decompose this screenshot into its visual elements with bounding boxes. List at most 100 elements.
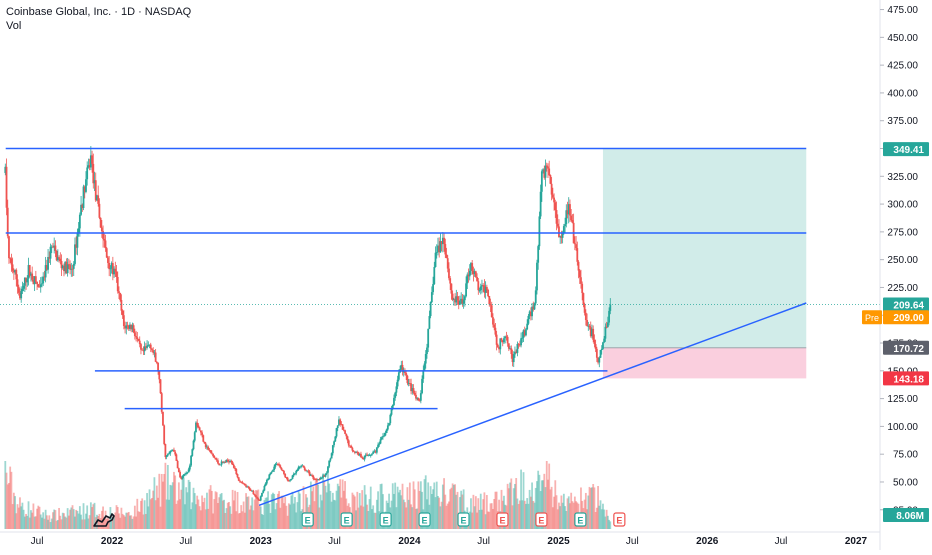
candle-body-366 bbox=[451, 293, 454, 300]
candle-body-334 bbox=[412, 388, 415, 393]
candle-body-476 bbox=[586, 320, 588, 326]
candle-body-304 bbox=[375, 447, 378, 453]
volume-bar-4 bbox=[9, 466, 12, 529]
candle-body-324 bbox=[400, 364, 403, 370]
candle-body-113 bbox=[142, 350, 145, 352]
volume-bar-115 bbox=[144, 513, 147, 529]
volume-bar-442 bbox=[544, 487, 547, 529]
candle-body-452 bbox=[556, 223, 559, 227]
volume-bar-432 bbox=[532, 500, 535, 529]
candle-body-303 bbox=[374, 451, 377, 453]
time-tick-label-7: 2025 bbox=[547, 536, 570, 547]
candle-body-145 bbox=[181, 476, 184, 479]
volume-bar-443 bbox=[545, 461, 548, 529]
candle-body-9 bbox=[15, 269, 18, 280]
candle-body-193 bbox=[240, 481, 243, 483]
volume-bar-82 bbox=[104, 510, 107, 529]
volume-bar-157 bbox=[196, 495, 199, 529]
price-tick-label-4: 375.00 bbox=[887, 116, 918, 127]
candle-body-182 bbox=[226, 459, 229, 462]
price-tick-label-17: 50.00 bbox=[893, 477, 918, 488]
candle-body-301 bbox=[372, 451, 375, 454]
volume-bar-294 bbox=[363, 485, 366, 529]
candle-body-391 bbox=[482, 285, 485, 286]
volume-bar-369 bbox=[455, 494, 458, 529]
volume-bar-430 bbox=[529, 496, 532, 529]
earnings-marker-6 bbox=[535, 512, 548, 527]
earnings-marker-label-1: E bbox=[344, 516, 350, 526]
volume-bar-160 bbox=[199, 510, 202, 529]
volume-bar-398 bbox=[490, 503, 493, 529]
candle-body-402 bbox=[495, 334, 498, 345]
volume-bar-116 bbox=[146, 493, 148, 529]
volume-bar-422 bbox=[520, 469, 522, 529]
candle-body-132 bbox=[165, 455, 168, 458]
candle-body-280 bbox=[346, 436, 349, 441]
candle-body-257 bbox=[318, 479, 321, 481]
volume-bar-413 bbox=[509, 482, 511, 529]
volume-bar-490 bbox=[603, 509, 606, 529]
candle-body-484 bbox=[595, 348, 598, 358]
candle-body-326 bbox=[402, 371, 405, 373]
volume-bar-127 bbox=[159, 506, 162, 529]
candle-body-311 bbox=[384, 432, 387, 436]
candle-body-49 bbox=[64, 261, 67, 272]
volume-bar-364 bbox=[449, 489, 452, 529]
volume-bar-138 bbox=[173, 471, 175, 529]
volume-bar-343 bbox=[423, 479, 426, 529]
volume-bar-389 bbox=[479, 493, 482, 529]
volume-bar-380 bbox=[468, 511, 471, 529]
volume-bar-55 bbox=[71, 505, 74, 529]
price-tick-label-16: 75.00 bbox=[893, 450, 918, 461]
volume-bar-113 bbox=[142, 514, 145, 529]
volume-bar-463 bbox=[570, 492, 573, 529]
candle-body-144 bbox=[180, 477, 183, 479]
volume-bar-360 bbox=[444, 494, 447, 529]
volume-bar-41 bbox=[54, 510, 57, 529]
volume-bar-487 bbox=[599, 500, 602, 529]
volume-bar-461 bbox=[567, 496, 570, 529]
volume-bar-94 bbox=[119, 517, 122, 529]
volume-bar-42 bbox=[55, 520, 58, 529]
candle-body-163 bbox=[203, 441, 206, 444]
volume-bar-274 bbox=[339, 479, 342, 529]
candle-body-240 bbox=[297, 466, 300, 470]
candle-body-322 bbox=[397, 372, 400, 380]
volume-bar-227 bbox=[281, 495, 284, 529]
candle-body-153 bbox=[191, 449, 194, 456]
candle-body-141 bbox=[176, 460, 179, 469]
candle-body-6 bbox=[11, 264, 14, 271]
volume-bar-117 bbox=[147, 506, 150, 529]
volume-bar-193 bbox=[240, 505, 243, 529]
candle-body-43 bbox=[56, 257, 59, 261]
volume-bar-278 bbox=[344, 481, 346, 529]
candle-body-44 bbox=[58, 257, 60, 259]
volume-bar-241 bbox=[298, 493, 301, 529]
volume-bar-445 bbox=[548, 463, 551, 529]
candle-body-403 bbox=[496, 344, 499, 348]
price-tick-label-14: 125.00 bbox=[887, 394, 918, 405]
candle-body-367 bbox=[452, 299, 455, 300]
volume-bar-201 bbox=[250, 505, 252, 529]
volume-bar-56 bbox=[72, 509, 75, 529]
trendline bbox=[258, 302, 807, 507]
earnings-marker-2 bbox=[379, 512, 392, 527]
candle-body-411 bbox=[506, 336, 509, 344]
volume-bar-58 bbox=[75, 509, 78, 529]
volume-bar-491 bbox=[604, 516, 607, 529]
candle-body-456 bbox=[561, 233, 564, 238]
volume-bar-411 bbox=[506, 483, 509, 529]
volume-bar-98 bbox=[124, 516, 126, 529]
candle-body-302 bbox=[373, 451, 376, 453]
candle-body-388 bbox=[478, 290, 481, 291]
candle-body-21 bbox=[30, 273, 32, 276]
volume-bar-383 bbox=[472, 494, 475, 529]
candle-body-197 bbox=[245, 485, 247, 487]
volume-bar-229 bbox=[284, 497, 287, 529]
candle-body-90 bbox=[114, 268, 117, 272]
candle-body-436 bbox=[537, 246, 540, 263]
candle-body-235 bbox=[291, 475, 294, 479]
volume-bar-419 bbox=[516, 498, 519, 529]
